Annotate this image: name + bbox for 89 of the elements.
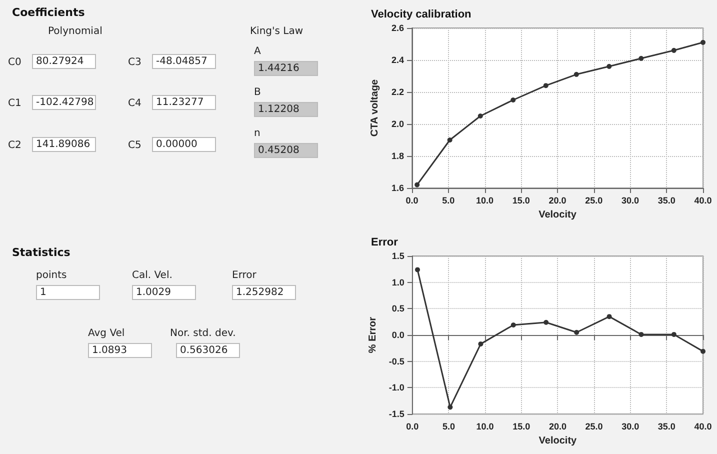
point: [510, 98, 516, 102]
point: [574, 72, 579, 77]
point: [543, 83, 548, 88]
text: Nor. std. dev.: [170, 328, 236, 339]
x-tick-label: 0.0: [406, 422, 419, 432]
y-tick-label: 2.4: [391, 55, 404, 65]
x-tick-label: 30.0: [622, 422, 640, 432]
y-tick-label: 1.0: [392, 277, 404, 288]
x-tick-label: 40.0: [694, 196, 712, 206]
text: n: [254, 128, 260, 139]
point: [606, 64, 612, 69]
y-tick-label: -0.5: [388, 356, 404, 366]
x-tick-label: 35.0: [658, 422, 676, 432]
text: Statistics: [12, 246, 70, 259]
x-tick-label: 15.0: [512, 422, 530, 432]
point: [544, 320, 549, 325]
point: [478, 341, 484, 346]
chart-title: Error: [371, 236, 399, 248]
text: C3: [128, 57, 142, 68]
x-tick-label: 25.0: [585, 422, 603, 432]
point: [510, 322, 516, 328]
point: [638, 56, 644, 61]
point: [700, 348, 706, 354]
text: points: [36, 270, 67, 281]
text: Coefficients: [12, 6, 85, 19]
text: King's Law: [250, 26, 304, 37]
y-axis-title: % Error: [368, 316, 378, 354]
x-tick-label: 10.0: [476, 196, 494, 206]
text: 0.45208: [254, 143, 318, 158]
point: [447, 138, 452, 142]
y-tick-label: 2.6: [391, 23, 404, 33]
text: C2: [8, 140, 22, 151]
y-tick-label: 2.0: [391, 119, 404, 129]
text: 0.00000: [152, 137, 216, 152]
text: Avg Vel: [88, 328, 125, 339]
y-tick-label: 2.2: [391, 87, 404, 97]
y-tick-label: 1.5: [392, 251, 404, 261]
text: C5: [128, 140, 142, 151]
x-tick-label: 10.0: [476, 422, 494, 432]
point: [606, 314, 612, 320]
chart-title: Velocity calibration: [371, 8, 472, 20]
point: [671, 332, 676, 337]
text: -48.04857: [152, 54, 216, 69]
text: Polynomial: [48, 26, 102, 37]
text: -102.42798: [32, 95, 96, 110]
y-tick-label: -1.5: [388, 409, 404, 419]
x-tick-label: 35.0: [658, 196, 676, 206]
point: [448, 404, 453, 410]
y-tick-label: -1.0: [388, 382, 404, 393]
x-tick-label: 25.0: [585, 196, 603, 206]
text: C0: [8, 57, 22, 68]
x-tick-label: 5.0: [442, 422, 455, 432]
y-tick-label: 1.8: [391, 151, 404, 161]
y-tick-label: 1.6: [391, 183, 404, 193]
text: 0.563026: [176, 343, 240, 358]
text: Error: [232, 270, 256, 281]
x-tick-label: 40.0: [694, 422, 712, 432]
text: Cal. Vel.: [132, 270, 172, 281]
point: [638, 332, 644, 337]
text: B: [254, 87, 261, 98]
y-axis-title: CTA voltage: [370, 78, 380, 137]
text: C1: [8, 98, 22, 109]
text: 1: [36, 285, 100, 300]
text: 1.252982: [232, 285, 296, 300]
point: [414, 182, 420, 188]
x-tick-label: 20.0: [548, 422, 566, 432]
point: [478, 114, 483, 118]
text: 1.0893: [88, 343, 152, 358]
point: [574, 330, 580, 335]
point: [700, 40, 706, 45]
y-tick-label: 0.5: [392, 304, 404, 314]
x-tick-label: 0.0: [406, 196, 418, 206]
x-tick-label: 20.0: [548, 196, 566, 206]
point: [671, 48, 676, 53]
text: 1.44216: [254, 61, 318, 76]
text: 1.12208: [254, 102, 318, 117]
text: A: [254, 46, 261, 57]
text: C4: [128, 98, 142, 109]
x-tick-label: 15.0: [512, 196, 530, 206]
text: 11.23277: [152, 95, 216, 110]
point: [415, 267, 420, 272]
y-tick-label: 0.0: [392, 330, 404, 340]
x-axis-title: Velocity: [538, 436, 578, 446]
text: 1.0029: [132, 285, 196, 300]
x-tick-label: 5.0: [442, 196, 455, 206]
text: 80.27924: [32, 54, 96, 69]
x-tick-label: 30.0: [621, 196, 640, 206]
text: 141.89086: [32, 137, 96, 152]
x-axis-title: Velocity: [538, 210, 577, 220]
